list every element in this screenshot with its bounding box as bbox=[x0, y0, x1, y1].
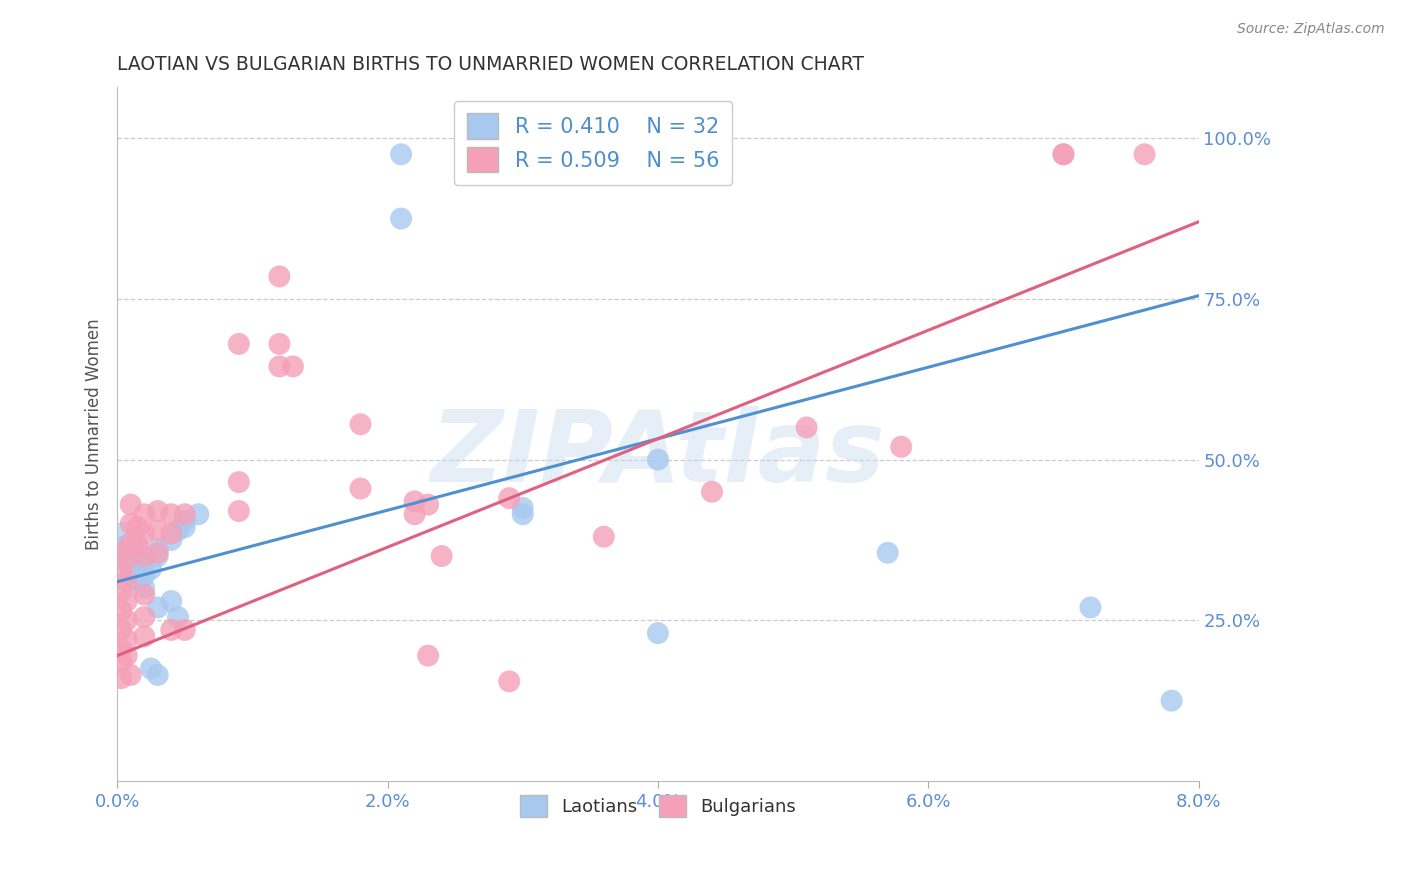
Point bbox=[110, 565, 132, 579]
Point bbox=[127, 562, 149, 576]
Point bbox=[228, 475, 250, 489]
Legend: Laotians, Bulgarians: Laotians, Bulgarians bbox=[512, 788, 803, 824]
Point bbox=[112, 540, 135, 554]
Point bbox=[167, 524, 190, 538]
Text: Source: ZipAtlas.com: Source: ZipAtlas.com bbox=[1237, 22, 1385, 37]
Point bbox=[110, 671, 132, 685]
Point bbox=[110, 604, 132, 618]
Point bbox=[146, 600, 169, 615]
Point bbox=[1160, 693, 1182, 707]
Point bbox=[512, 508, 534, 522]
Point bbox=[134, 508, 156, 522]
Point bbox=[416, 498, 439, 512]
Point bbox=[167, 610, 190, 624]
Point bbox=[160, 623, 183, 637]
Point bbox=[120, 556, 142, 570]
Point bbox=[187, 508, 209, 522]
Point bbox=[160, 594, 183, 608]
Point bbox=[498, 491, 520, 505]
Point bbox=[115, 594, 138, 608]
Point bbox=[1052, 147, 1074, 161]
Point bbox=[120, 546, 142, 560]
Point bbox=[1052, 147, 1074, 161]
Point bbox=[110, 546, 132, 560]
Point bbox=[430, 549, 453, 563]
Point bbox=[110, 655, 132, 669]
Point bbox=[139, 661, 162, 675]
Point bbox=[146, 546, 169, 560]
Point bbox=[404, 494, 426, 508]
Point bbox=[1080, 600, 1102, 615]
Point bbox=[127, 574, 149, 589]
Point bbox=[120, 536, 142, 550]
Point bbox=[173, 514, 195, 528]
Point bbox=[110, 584, 132, 599]
Y-axis label: Births to Unmarried Women: Births to Unmarried Women bbox=[86, 318, 103, 549]
Point bbox=[173, 623, 195, 637]
Point bbox=[404, 508, 426, 522]
Point bbox=[115, 552, 138, 566]
Point bbox=[146, 542, 169, 557]
Point bbox=[349, 417, 371, 432]
Point bbox=[160, 533, 183, 547]
Point bbox=[228, 337, 250, 351]
Point bbox=[228, 504, 250, 518]
Point bbox=[120, 668, 142, 682]
Point bbox=[134, 526, 156, 541]
Point bbox=[134, 549, 156, 563]
Point bbox=[389, 211, 412, 226]
Point bbox=[115, 574, 138, 589]
Point bbox=[134, 588, 156, 602]
Point bbox=[160, 508, 183, 522]
Point bbox=[134, 610, 156, 624]
Point bbox=[127, 540, 149, 554]
Point bbox=[281, 359, 304, 374]
Point bbox=[134, 629, 156, 643]
Point bbox=[512, 500, 534, 515]
Point bbox=[120, 516, 142, 531]
Point bbox=[127, 552, 149, 566]
Point bbox=[120, 572, 142, 586]
Point bbox=[796, 420, 818, 434]
Point bbox=[700, 484, 723, 499]
Point bbox=[269, 359, 291, 374]
Point bbox=[115, 632, 138, 647]
Point bbox=[115, 613, 138, 627]
Point bbox=[120, 498, 142, 512]
Text: LAOTIAN VS BULGARIAN BIRTHS TO UNMARRIED WOMEN CORRELATION CHART: LAOTIAN VS BULGARIAN BIRTHS TO UNMARRIED… bbox=[117, 55, 865, 74]
Point bbox=[112, 540, 135, 554]
Point bbox=[647, 452, 669, 467]
Text: ZIPAtlas: ZIPAtlas bbox=[430, 406, 886, 503]
Point bbox=[876, 546, 898, 560]
Point bbox=[120, 565, 142, 579]
Point bbox=[110, 642, 132, 657]
Point bbox=[173, 520, 195, 534]
Point bbox=[115, 648, 138, 663]
Point bbox=[1133, 147, 1156, 161]
Point bbox=[269, 269, 291, 284]
Point bbox=[269, 337, 291, 351]
Point bbox=[146, 668, 169, 682]
Point bbox=[146, 524, 169, 538]
Point bbox=[890, 440, 912, 454]
Point bbox=[416, 648, 439, 663]
Point bbox=[146, 504, 169, 518]
Point bbox=[127, 520, 149, 534]
Point bbox=[592, 530, 614, 544]
Point bbox=[110, 623, 132, 637]
Point bbox=[146, 549, 169, 563]
Point bbox=[134, 568, 156, 582]
Point bbox=[139, 562, 162, 576]
Point bbox=[389, 147, 412, 161]
Point bbox=[647, 626, 669, 640]
Point bbox=[134, 556, 156, 570]
Point bbox=[498, 674, 520, 689]
Point bbox=[349, 482, 371, 496]
Point bbox=[173, 508, 195, 522]
Point bbox=[160, 526, 183, 541]
Point bbox=[134, 581, 156, 595]
